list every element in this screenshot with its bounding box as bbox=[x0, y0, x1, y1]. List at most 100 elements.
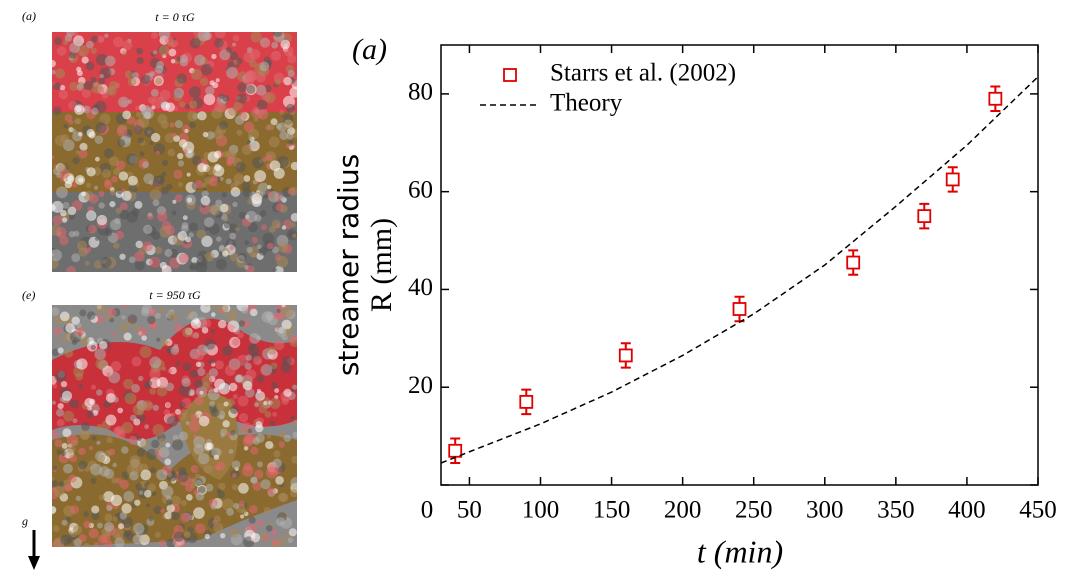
particle bbox=[228, 51, 239, 61]
particle bbox=[290, 222, 296, 228]
particle bbox=[110, 360, 122, 372]
particle bbox=[119, 202, 128, 211]
particle bbox=[75, 327, 85, 337]
particle bbox=[250, 89, 255, 94]
particle bbox=[98, 191, 105, 197]
particle bbox=[61, 519, 68, 526]
particle bbox=[99, 466, 110, 477]
particle bbox=[117, 407, 124, 414]
particle bbox=[242, 436, 253, 448]
particle bbox=[64, 34, 73, 42]
particle bbox=[232, 394, 238, 400]
particle bbox=[147, 96, 155, 104]
particle bbox=[134, 499, 141, 506]
particle bbox=[132, 72, 139, 79]
particle bbox=[255, 84, 267, 96]
particle bbox=[148, 516, 154, 522]
particle bbox=[248, 504, 258, 514]
particle bbox=[133, 522, 145, 535]
particle bbox=[263, 41, 270, 48]
particle bbox=[54, 439, 63, 447]
y-tick-label: 80 bbox=[408, 79, 433, 106]
particle bbox=[52, 525, 60, 532]
particle bbox=[243, 175, 251, 182]
particle bbox=[161, 485, 174, 498]
particle bbox=[79, 309, 87, 317]
particle bbox=[142, 241, 153, 252]
particle bbox=[189, 100, 198, 109]
particle bbox=[215, 78, 220, 83]
particle bbox=[166, 415, 179, 427]
particle bbox=[173, 87, 184, 98]
particle bbox=[222, 420, 230, 428]
particle bbox=[101, 91, 109, 99]
particle bbox=[276, 308, 281, 313]
particle bbox=[140, 307, 150, 317]
particle bbox=[283, 434, 291, 443]
particle bbox=[283, 76, 292, 86]
particle bbox=[91, 435, 97, 441]
particle bbox=[57, 347, 64, 354]
particle bbox=[194, 396, 204, 406]
particle bbox=[158, 539, 166, 547]
particle bbox=[241, 428, 248, 434]
particle bbox=[140, 439, 149, 449]
particle bbox=[166, 504, 176, 513]
particle bbox=[81, 88, 91, 98]
particle bbox=[186, 197, 193, 203]
particle bbox=[169, 122, 175, 128]
particle bbox=[164, 511, 173, 520]
particle bbox=[181, 377, 191, 387]
particle bbox=[56, 418, 65, 427]
particle bbox=[140, 469, 152, 481]
particle bbox=[72, 157, 80, 165]
particle bbox=[157, 211, 168, 222]
particle bbox=[290, 477, 297, 489]
particle bbox=[230, 430, 236, 436]
x-tick-label: 50 bbox=[457, 497, 482, 524]
particle bbox=[179, 54, 189, 63]
particle bbox=[146, 503, 151, 508]
particle bbox=[250, 532, 261, 543]
particle bbox=[229, 405, 239, 414]
particle bbox=[149, 189, 162, 201]
particle bbox=[199, 77, 209, 86]
particle bbox=[287, 537, 294, 543]
x-tick-label: 400 bbox=[948, 497, 986, 524]
particle bbox=[290, 161, 297, 171]
particle bbox=[161, 159, 169, 166]
particle bbox=[214, 101, 225, 113]
particle bbox=[98, 202, 105, 209]
particle bbox=[83, 511, 89, 517]
particle bbox=[76, 240, 88, 251]
particle bbox=[66, 434, 79, 446]
particle bbox=[266, 313, 274, 321]
particle bbox=[289, 335, 297, 344]
particle bbox=[225, 149, 235, 159]
particle bbox=[210, 503, 217, 510]
particle bbox=[135, 240, 143, 249]
particle bbox=[76, 358, 88, 370]
particle bbox=[265, 525, 273, 532]
particle bbox=[167, 311, 179, 322]
particle bbox=[138, 375, 144, 382]
particle bbox=[78, 384, 83, 389]
particle bbox=[118, 171, 128, 181]
particle bbox=[156, 175, 166, 185]
particle bbox=[226, 47, 232, 53]
particle bbox=[211, 53, 217, 60]
particle bbox=[278, 441, 285, 448]
particle bbox=[255, 433, 265, 443]
particle bbox=[173, 323, 183, 332]
particle bbox=[95, 358, 107, 370]
y-tick-label: 60 bbox=[408, 176, 433, 203]
particle bbox=[118, 96, 130, 108]
particle bbox=[127, 314, 138, 324]
particle bbox=[178, 139, 188, 148]
particle bbox=[109, 201, 116, 208]
particle bbox=[282, 356, 292, 366]
particle bbox=[68, 230, 76, 238]
particle bbox=[270, 529, 278, 536]
particle bbox=[173, 135, 180, 142]
